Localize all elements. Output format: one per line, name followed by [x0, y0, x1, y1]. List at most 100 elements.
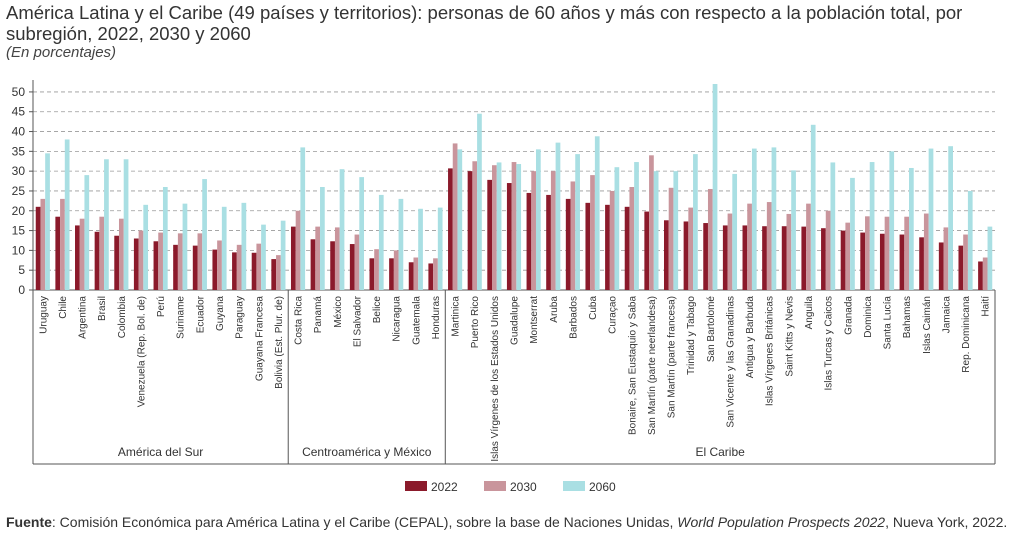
bar [202, 179, 207, 290]
bar [467, 171, 473, 290]
x-tick-label: Granada [843, 296, 854, 335]
x-tick-label: Trinidad y Tabago [686, 296, 697, 375]
bar [492, 165, 497, 290]
bar [707, 188, 713, 290]
bar [271, 259, 277, 290]
bar [339, 169, 345, 290]
bar [786, 213, 792, 290]
bar [722, 225, 728, 290]
bar [590, 175, 595, 290]
bar [413, 257, 419, 290]
x-tick-label: Panamá [313, 296, 324, 334]
x-tick-label: Suriname [176, 296, 187, 339]
x-tick-label: Aruba [549, 296, 560, 323]
bar [158, 232, 163, 290]
bar [948, 146, 953, 290]
bar [40, 198, 46, 290]
bar [75, 225, 80, 290]
bar [594, 136, 600, 290]
bar [919, 237, 924, 290]
bar [448, 168, 453, 290]
bar [899, 234, 905, 290]
y-tick-label: 20 [12, 204, 26, 218]
bar [477, 113, 482, 290]
bar [60, 198, 65, 290]
bar [531, 171, 536, 290]
x-tick-label: Dominica [863, 296, 874, 338]
x-tick-label: Montserrat [529, 296, 540, 344]
x-tick-label: Bonaire, San Eustaquio y Saba [627, 296, 638, 435]
bar [575, 154, 580, 290]
bar [496, 162, 502, 290]
bar [182, 203, 188, 290]
bar [84, 175, 90, 290]
bar [457, 149, 463, 290]
bar [644, 211, 650, 290]
bar [472, 161, 478, 290]
source-text: : Comisión Económica para América Latina… [51, 514, 678, 530]
x-tick-label: Haití [981, 296, 992, 317]
source-text: World Population Prospects 2022 [677, 514, 886, 530]
bar [830, 162, 836, 290]
bar [315, 226, 321, 290]
bar [232, 252, 237, 290]
bar [825, 210, 831, 290]
bar [334, 227, 340, 290]
bar [624, 206, 630, 290]
legend-label: 2030 [510, 480, 537, 494]
bar [565, 198, 571, 290]
source-label: Fuente [6, 514, 52, 530]
bar [221, 206, 227, 290]
bar [295, 210, 301, 290]
bar [703, 223, 708, 290]
x-tick-label: Antigua y Barbuda [745, 296, 756, 379]
bar [987, 226, 993, 290]
bar [418, 208, 423, 290]
x-tick-label: Barbados [568, 296, 579, 339]
bar [550, 171, 556, 290]
bar [192, 245, 198, 290]
bar [452, 143, 458, 290]
x-tick-label: Rep. Dominicana [961, 296, 972, 373]
bar [280, 220, 286, 290]
bar [693, 154, 698, 290]
bar [241, 202, 247, 290]
bar [904, 216, 910, 290]
bar [506, 183, 512, 290]
bar [884, 216, 890, 290]
x-tick-label: Chile [58, 296, 69, 319]
bar [909, 167, 914, 290]
x-tick-label: El Salvador [352, 295, 363, 347]
x-tick-label: Uruguay [38, 296, 49, 334]
bar [653, 171, 659, 290]
x-tick-label: Brasil [97, 296, 108, 321]
legend-swatch [563, 481, 585, 491]
bar [118, 218, 124, 290]
bar [668, 187, 674, 290]
bar [369, 258, 375, 290]
bar [958, 245, 964, 290]
bar [614, 167, 620, 290]
y-tick-label: 10 [12, 243, 26, 257]
bar [197, 233, 203, 290]
group-label: Centroamérica y México [302, 445, 432, 459]
bar [217, 240, 222, 290]
bar [511, 162, 517, 290]
bar [389, 258, 394, 290]
x-tick-label: Santa Lucía [883, 296, 894, 350]
x-tick-label: Venezuela (Rep. Bol. de) [136, 296, 147, 407]
x-tick-label: Islas Turcas y Caicos [824, 296, 835, 390]
x-tick-label: Guadalupe [510, 296, 521, 345]
bar [570, 181, 576, 290]
bar [810, 124, 816, 290]
chart-title: América Latina y el Caribe (49 países y … [6, 2, 963, 44]
bar [45, 153, 50, 290]
bar [94, 231, 100, 290]
bar [865, 216, 870, 290]
y-tick-label: 15 [12, 224, 26, 238]
x-tick-label: Anguila [804, 296, 815, 330]
bar [99, 216, 105, 290]
bar [585, 202, 591, 290]
bar [982, 257, 988, 290]
x-tick-label: México [333, 296, 344, 328]
